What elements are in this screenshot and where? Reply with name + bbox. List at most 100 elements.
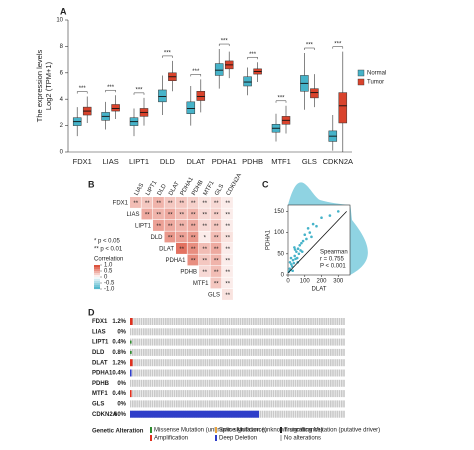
value-label: 1.2% bbox=[112, 319, 126, 325]
cell-label: ** bbox=[156, 201, 161, 207]
cell-label: ** bbox=[202, 258, 207, 264]
row-label: GLS bbox=[208, 292, 220, 298]
gene-label: PDHA1 bbox=[92, 371, 113, 377]
cell bbox=[210, 266, 222, 277]
colorbar-title: Correlation bbox=[94, 257, 123, 263]
x-tick-label: 200 bbox=[317, 279, 328, 285]
significance-note: ** p < 0.01 bbox=[94, 247, 123, 253]
colorbar-step bbox=[94, 287, 100, 290]
point bbox=[296, 247, 300, 250]
column-label: CDKN2A bbox=[226, 173, 243, 197]
y-tick-label: 100 bbox=[274, 230, 285, 236]
cell-label: ** bbox=[191, 258, 196, 264]
colorbar-step bbox=[94, 277, 100, 280]
cell bbox=[153, 208, 164, 220]
value-label: 0.4% bbox=[112, 340, 126, 346]
cell-label: ** bbox=[214, 212, 219, 218]
legend-swatch bbox=[215, 435, 217, 441]
point bbox=[291, 269, 294, 273]
colorbar-step bbox=[94, 265, 100, 268]
y-tick-label: 150 bbox=[274, 209, 285, 215]
significance: *** bbox=[277, 95, 285, 101]
point bbox=[295, 256, 299, 260]
cell bbox=[222, 231, 233, 243]
point bbox=[311, 222, 315, 226]
cell-label: ** bbox=[225, 270, 230, 276]
point bbox=[290, 263, 293, 266]
colorbar-step bbox=[94, 281, 100, 284]
cell bbox=[199, 254, 210, 266]
cell bbox=[199, 197, 210, 208]
cell-label: ** bbox=[191, 212, 196, 218]
panel-label: D bbox=[88, 307, 95, 317]
value-label: 0.8% bbox=[112, 350, 126, 356]
legend-swatch bbox=[357, 69, 365, 77]
box bbox=[186, 101, 196, 114]
colorbar-tick-label: -0.5 bbox=[104, 281, 115, 287]
significance: *** bbox=[135, 87, 143, 93]
legend-label: Truncating Mutation (putative driver) bbox=[284, 428, 380, 434]
cell-label: ** bbox=[214, 270, 219, 276]
cell-label: ** bbox=[225, 201, 230, 207]
column-label: LIAS bbox=[134, 183, 146, 197]
x-density bbox=[288, 182, 350, 205]
fit-line bbox=[287, 211, 347, 274]
box bbox=[214, 63, 224, 76]
cell bbox=[222, 289, 233, 300]
value-label: 60% bbox=[114, 412, 127, 418]
cell-label: ** bbox=[225, 212, 230, 218]
significance-bracket bbox=[190, 74, 202, 77]
significance-bracket bbox=[275, 100, 287, 103]
y-density bbox=[350, 205, 368, 275]
no-alteration-row bbox=[130, 359, 345, 367]
legend-label: Deep Deletion bbox=[219, 436, 257, 442]
cell-label: ** bbox=[225, 258, 230, 264]
x-tick-label: FDX1 bbox=[73, 157, 92, 166]
significance-bracket bbox=[247, 56, 258, 60]
significance-note: * p < 0.05 bbox=[94, 239, 121, 245]
significance: *** bbox=[306, 43, 314, 49]
significance: *** bbox=[221, 39, 229, 45]
cell bbox=[199, 220, 210, 231]
significance-bracket bbox=[76, 91, 88, 94]
cell-label: ** bbox=[133, 201, 138, 207]
cell-label: ** bbox=[145, 212, 150, 218]
cell bbox=[210, 254, 222, 266]
point bbox=[315, 224, 318, 228]
cell-label: ** bbox=[214, 281, 219, 287]
point bbox=[293, 248, 297, 251]
x-tick-label: PDHB bbox=[242, 157, 263, 166]
panel-label: A bbox=[60, 6, 67, 16]
cell-label: ** bbox=[168, 224, 173, 230]
cell bbox=[176, 243, 187, 254]
cell-label: ** bbox=[179, 235, 184, 241]
significance: *** bbox=[334, 41, 342, 47]
cell bbox=[222, 266, 233, 277]
box bbox=[310, 88, 319, 99]
cell-label: ** bbox=[179, 212, 184, 218]
y-tick-label: 2 bbox=[60, 123, 64, 129]
cell bbox=[222, 208, 233, 220]
y-tick-label: 10 bbox=[56, 18, 63, 24]
y-tick-label: 0 bbox=[60, 150, 64, 156]
legend-swatch bbox=[150, 427, 152, 433]
column-label: DLD bbox=[157, 183, 169, 197]
alteration bbox=[130, 390, 132, 398]
alteration bbox=[130, 350, 132, 354]
y-tick-label: 4 bbox=[60, 97, 64, 103]
x-tick-label: CDKN2A bbox=[323, 157, 353, 166]
point bbox=[308, 231, 312, 234]
panel-label: C bbox=[262, 179, 269, 189]
cell bbox=[199, 231, 210, 243]
y-tick-label: 8 bbox=[60, 44, 64, 50]
cell bbox=[187, 231, 199, 243]
cell bbox=[141, 208, 153, 220]
row-label: DLD bbox=[150, 235, 163, 241]
cell bbox=[164, 208, 176, 220]
alteration bbox=[130, 359, 133, 367]
legend-swatch bbox=[357, 78, 365, 86]
x-tick-label: GLS bbox=[302, 157, 317, 166]
legend-label: No alterations bbox=[284, 436, 321, 442]
cell-label: ** bbox=[225, 235, 230, 241]
